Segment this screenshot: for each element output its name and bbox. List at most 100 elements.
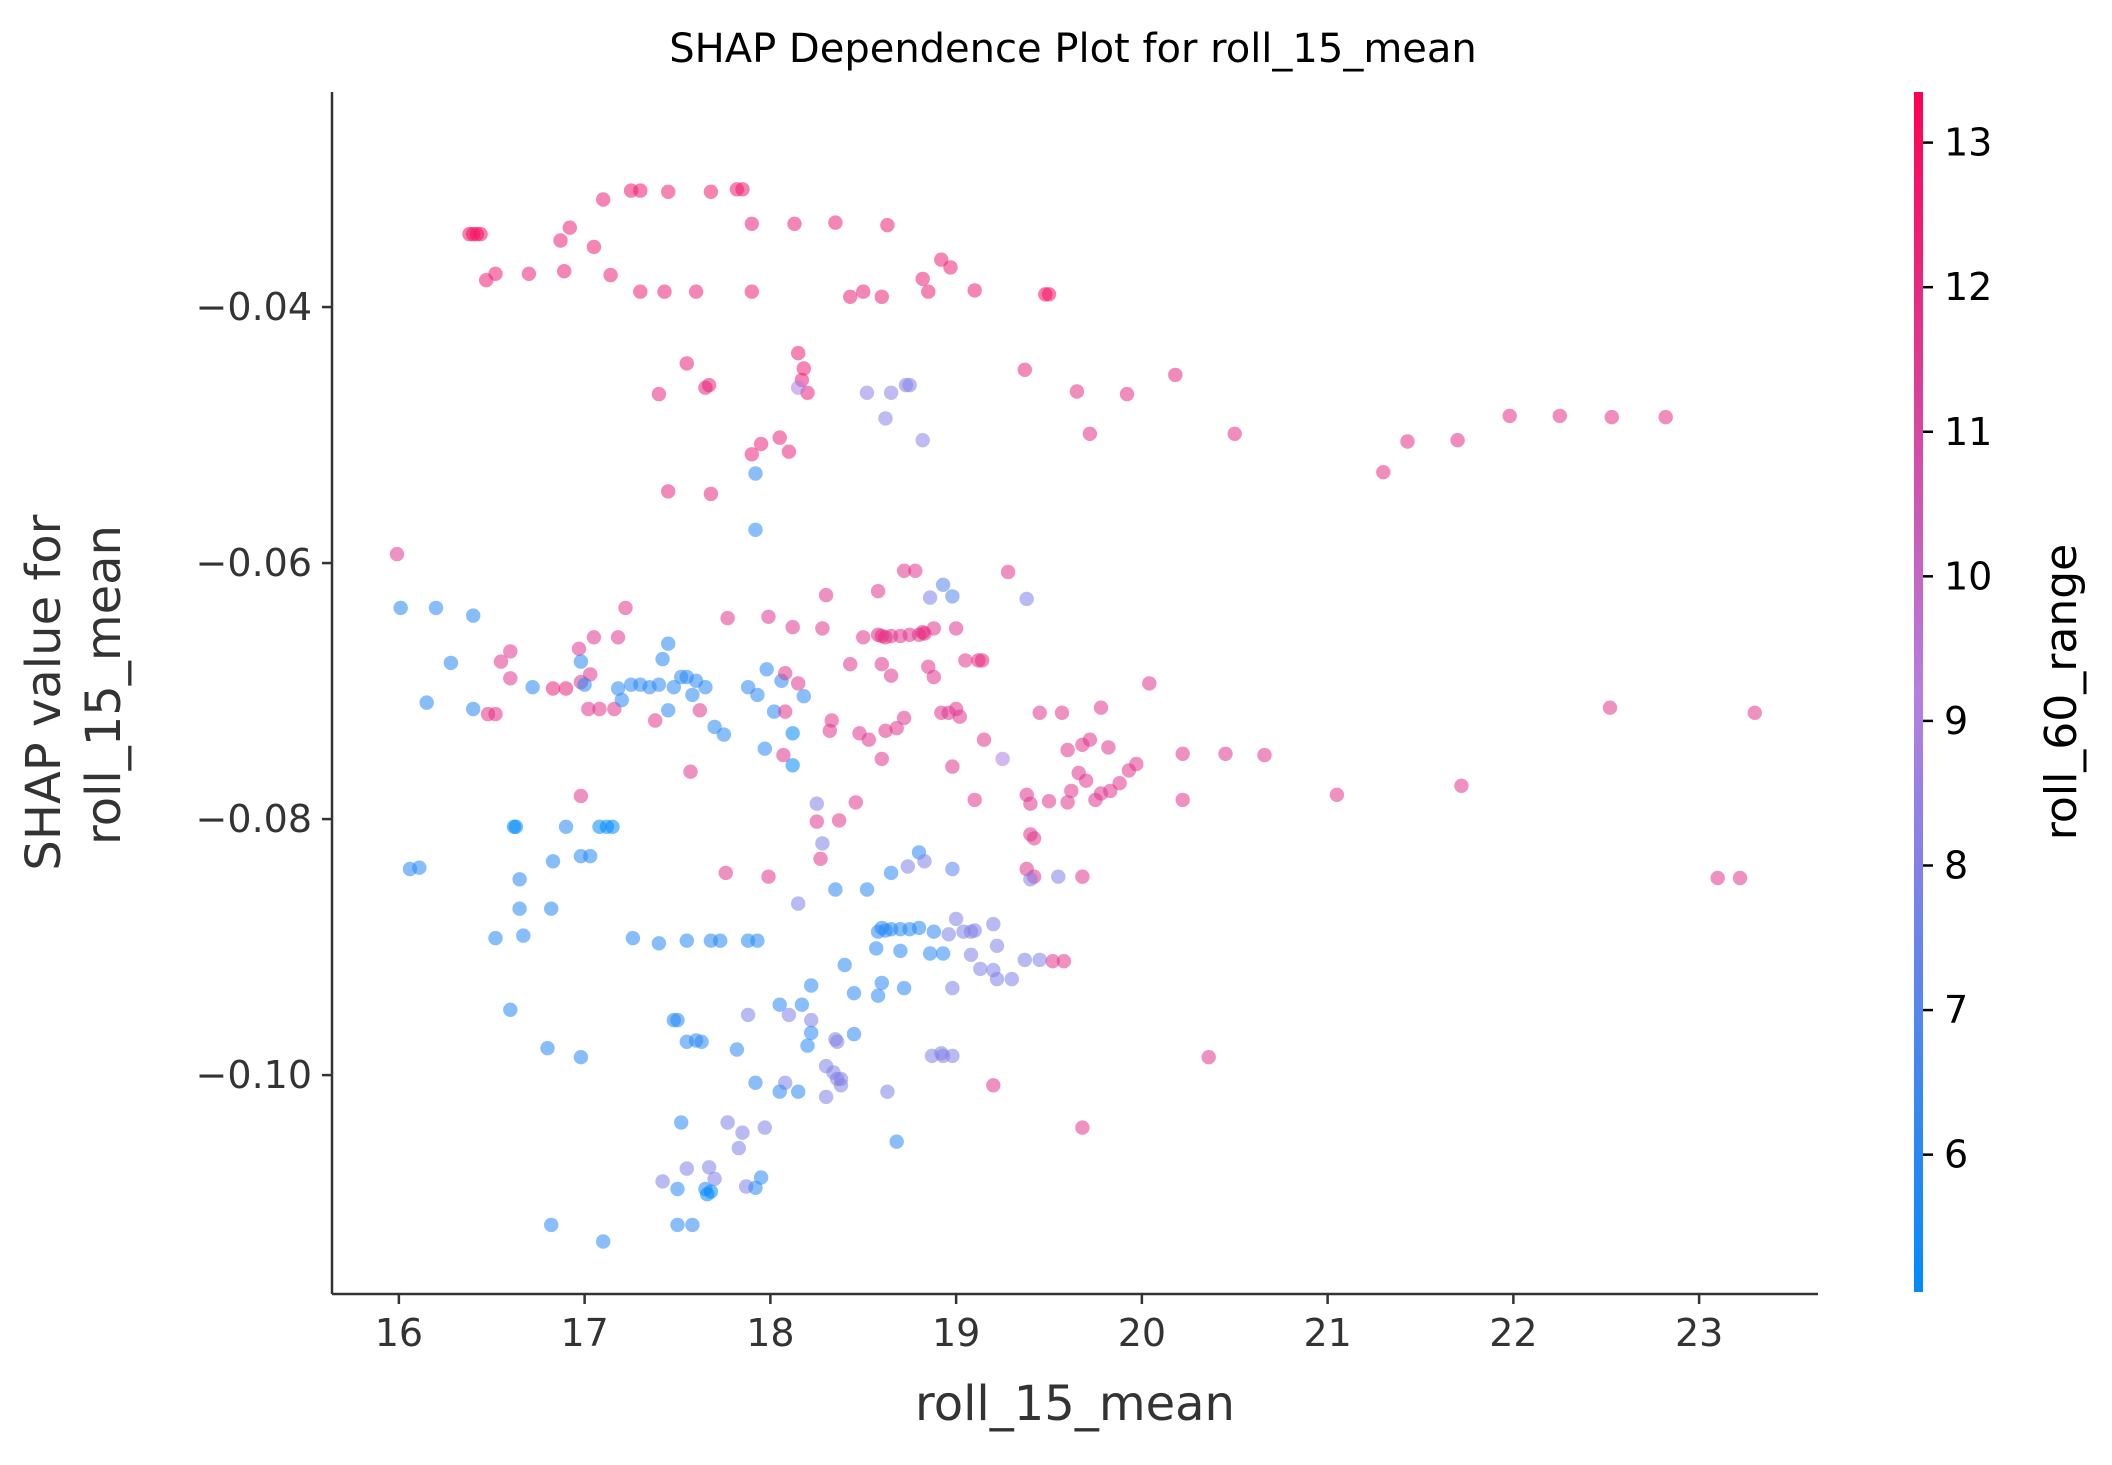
scatter-point [778, 666, 793, 681]
scatter-point [583, 849, 598, 864]
scatter-point [869, 941, 884, 956]
scatter-point [1502, 408, 1517, 424]
scatter-point [848, 795, 863, 810]
scatter-point [791, 380, 806, 395]
scatter-point [1017, 952, 1032, 968]
scatter-point [735, 182, 750, 197]
scatter-point [828, 882, 843, 897]
scatter-point [713, 933, 728, 948]
colorbar-tick-label: 6 [1944, 1133, 1968, 1177]
scatter-point [1078, 773, 1094, 788]
scatter-point [1175, 792, 1190, 808]
scatter-point [633, 183, 648, 198]
colorbar [1914, 92, 1923, 1292]
scatter-point [545, 854, 561, 869]
scatter-point [674, 1115, 689, 1130]
scatter-point [648, 713, 663, 728]
scatter-point [831, 813, 847, 828]
scatter-point [562, 220, 577, 235]
x-tick-label: 22 [1489, 1311, 1537, 1355]
scatter-point [1710, 870, 1725, 886]
scatter-point [666, 680, 681, 695]
scatter-point [586, 239, 602, 255]
colorbar-label: roll_60_range [2036, 544, 2087, 840]
scatter-point [698, 680, 713, 695]
scatter-point [889, 1134, 904, 1149]
scatter-point [1082, 426, 1098, 441]
x-tick-label: 17 [560, 1311, 608, 1355]
scatter-point [703, 486, 719, 502]
scatter-point [1121, 763, 1137, 778]
scatter-point [945, 861, 960, 877]
scatter-point [655, 651, 670, 667]
scatter-point [870, 584, 886, 599]
scatter-point [428, 600, 444, 616]
scatter-point [787, 216, 802, 231]
scatter-point [707, 1171, 722, 1187]
colorbar-tick-label: 13 [1944, 121, 1992, 165]
scatter-point [883, 385, 899, 400]
scatter-point [679, 933, 694, 948]
scatter-point [1732, 870, 1748, 886]
scatter-point [1023, 872, 1038, 887]
scatter-point [824, 713, 839, 728]
scatter-point [785, 619, 800, 635]
scatter-point [605, 819, 620, 834]
scatter-point [544, 901, 559, 916]
scatter-point [915, 271, 930, 287]
scatter-point [941, 927, 956, 942]
scatter-point [874, 657, 889, 672]
scatter-point [412, 860, 427, 875]
scatter-point [986, 1078, 1001, 1093]
scatter-point [878, 723, 893, 738]
scatter-point [926, 924, 941, 939]
scatter-point [846, 986, 862, 1001]
scatter-point [874, 751, 889, 767]
scatter-point [1376, 465, 1391, 480]
scatter-point [776, 747, 791, 763]
scatter-point [883, 668, 899, 683]
scatter-point [917, 854, 932, 869]
scatter-points [389, 182, 1763, 1249]
scatter-point [757, 741, 772, 756]
scatter-point [753, 1170, 769, 1185]
y-tick-label: −0.06 [196, 541, 312, 585]
colorbar-tick-label: 9 [1944, 699, 1968, 743]
scatter-point [843, 657, 858, 672]
scatter-point [911, 920, 927, 936]
scatter-point [748, 522, 763, 537]
scatter-point [989, 971, 1005, 987]
scatter-point [967, 283, 982, 298]
scatter-point [926, 669, 941, 685]
scatter-point [828, 215, 843, 230]
scatter-point [1329, 787, 1345, 802]
scatter-point [670, 1217, 685, 1233]
scatter-point [573, 1050, 589, 1065]
scatter-point [818, 587, 834, 603]
colorbar-tick-label: 7 [1944, 988, 1968, 1032]
scatter-point [898, 377, 914, 393]
scatter-point [610, 681, 626, 696]
scatter-point [670, 1181, 685, 1197]
scatter-point [952, 709, 967, 724]
x-axis-ticks: 16 17 18 19 20 21 22 23 [375, 1294, 1723, 1355]
scatter-point [1075, 1120, 1090, 1135]
scatter-point [735, 1125, 750, 1140]
scatter-point [833, 1078, 849, 1093]
scatter-point [1000, 564, 1016, 580]
scatter-point [703, 1184, 719, 1199]
scatter-point [596, 1234, 611, 1249]
scatter-point [1552, 408, 1568, 424]
scatter-point [896, 710, 912, 726]
scatter-point [744, 284, 759, 299]
scatter-point [915, 433, 930, 448]
scatter-point [651, 936, 667, 951]
scatter-point [794, 997, 810, 1012]
scatter-point [856, 630, 871, 645]
scatter-point [718, 865, 733, 881]
scatter-point [503, 671, 518, 686]
scatter-point [1069, 384, 1085, 399]
scatter-point [503, 644, 518, 659]
x-tick-label: 23 [1675, 1311, 1723, 1355]
scatter-point [791, 1084, 806, 1099]
